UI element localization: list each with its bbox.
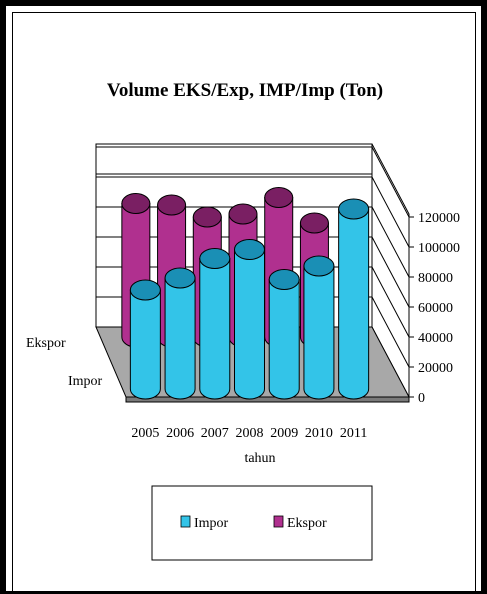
x-tick-label: 2005 <box>131 426 159 441</box>
chart-frame <box>12 12 476 592</box>
gridline-side <box>371 146 410 218</box>
impor-bar-2008 <box>234 239 265 400</box>
impor-bar-2006 <box>164 267 196 400</box>
x-tick-label: 2008 <box>236 426 264 441</box>
y-tick-label: 120000 <box>418 211 460 226</box>
legend-label-ekspor: Ekspor <box>287 516 327 531</box>
x-tick-label: 2010 <box>305 426 333 441</box>
x-tick-label: 2009 <box>270 426 298 441</box>
legend-swatch-ekspor <box>273 515 284 528</box>
x-tick-label: 2006 <box>166 426 194 441</box>
x-axis: 2005 2006 2007 2008 2009 2010 2011 <box>131 426 367 441</box>
y-tick-label: 40000 <box>418 331 453 346</box>
y-tick-label: 60000 <box>418 301 453 316</box>
impor-bar-2011 <box>338 198 370 400</box>
legend-label-impor: Impor <box>194 516 229 531</box>
depth-label-impor: Impor <box>68 374 103 389</box>
gridline-side <box>371 176 410 248</box>
depth-label-ekspor: Ekspor <box>26 336 66 351</box>
y-tick-label: 0 <box>418 391 425 406</box>
floor-edge <box>125 396 410 403</box>
gridline-side <box>371 236 410 308</box>
y-tick-label: 80000 <box>418 271 453 286</box>
impor-bar-2010 <box>303 255 335 400</box>
gridline-side <box>371 206 410 278</box>
x-axis-title: tahun <box>244 451 275 466</box>
impor-bars <box>129 198 370 400</box>
legend: Impor Ekspor <box>151 485 373 561</box>
y-axis: 0 20000 40000 60000 80000 100000 120000 <box>408 211 460 406</box>
y-tick-label: 20000 <box>418 361 453 376</box>
impor-bar-2005 <box>129 279 161 400</box>
x-tick-label: 2011 <box>340 426 367 441</box>
impor-bar-2009 <box>268 269 300 400</box>
x-tick-label: 2007 <box>201 426 229 441</box>
legend-swatch-impor <box>180 515 191 528</box>
chart-title: Volume EKS/Exp, IMP/Imp (Ton) <box>107 80 383 101</box>
gridline-side <box>371 296 410 368</box>
y-tick-label: 100000 <box>418 241 460 256</box>
gridline-side <box>371 266 410 338</box>
impor-bar-2007 <box>199 248 231 400</box>
